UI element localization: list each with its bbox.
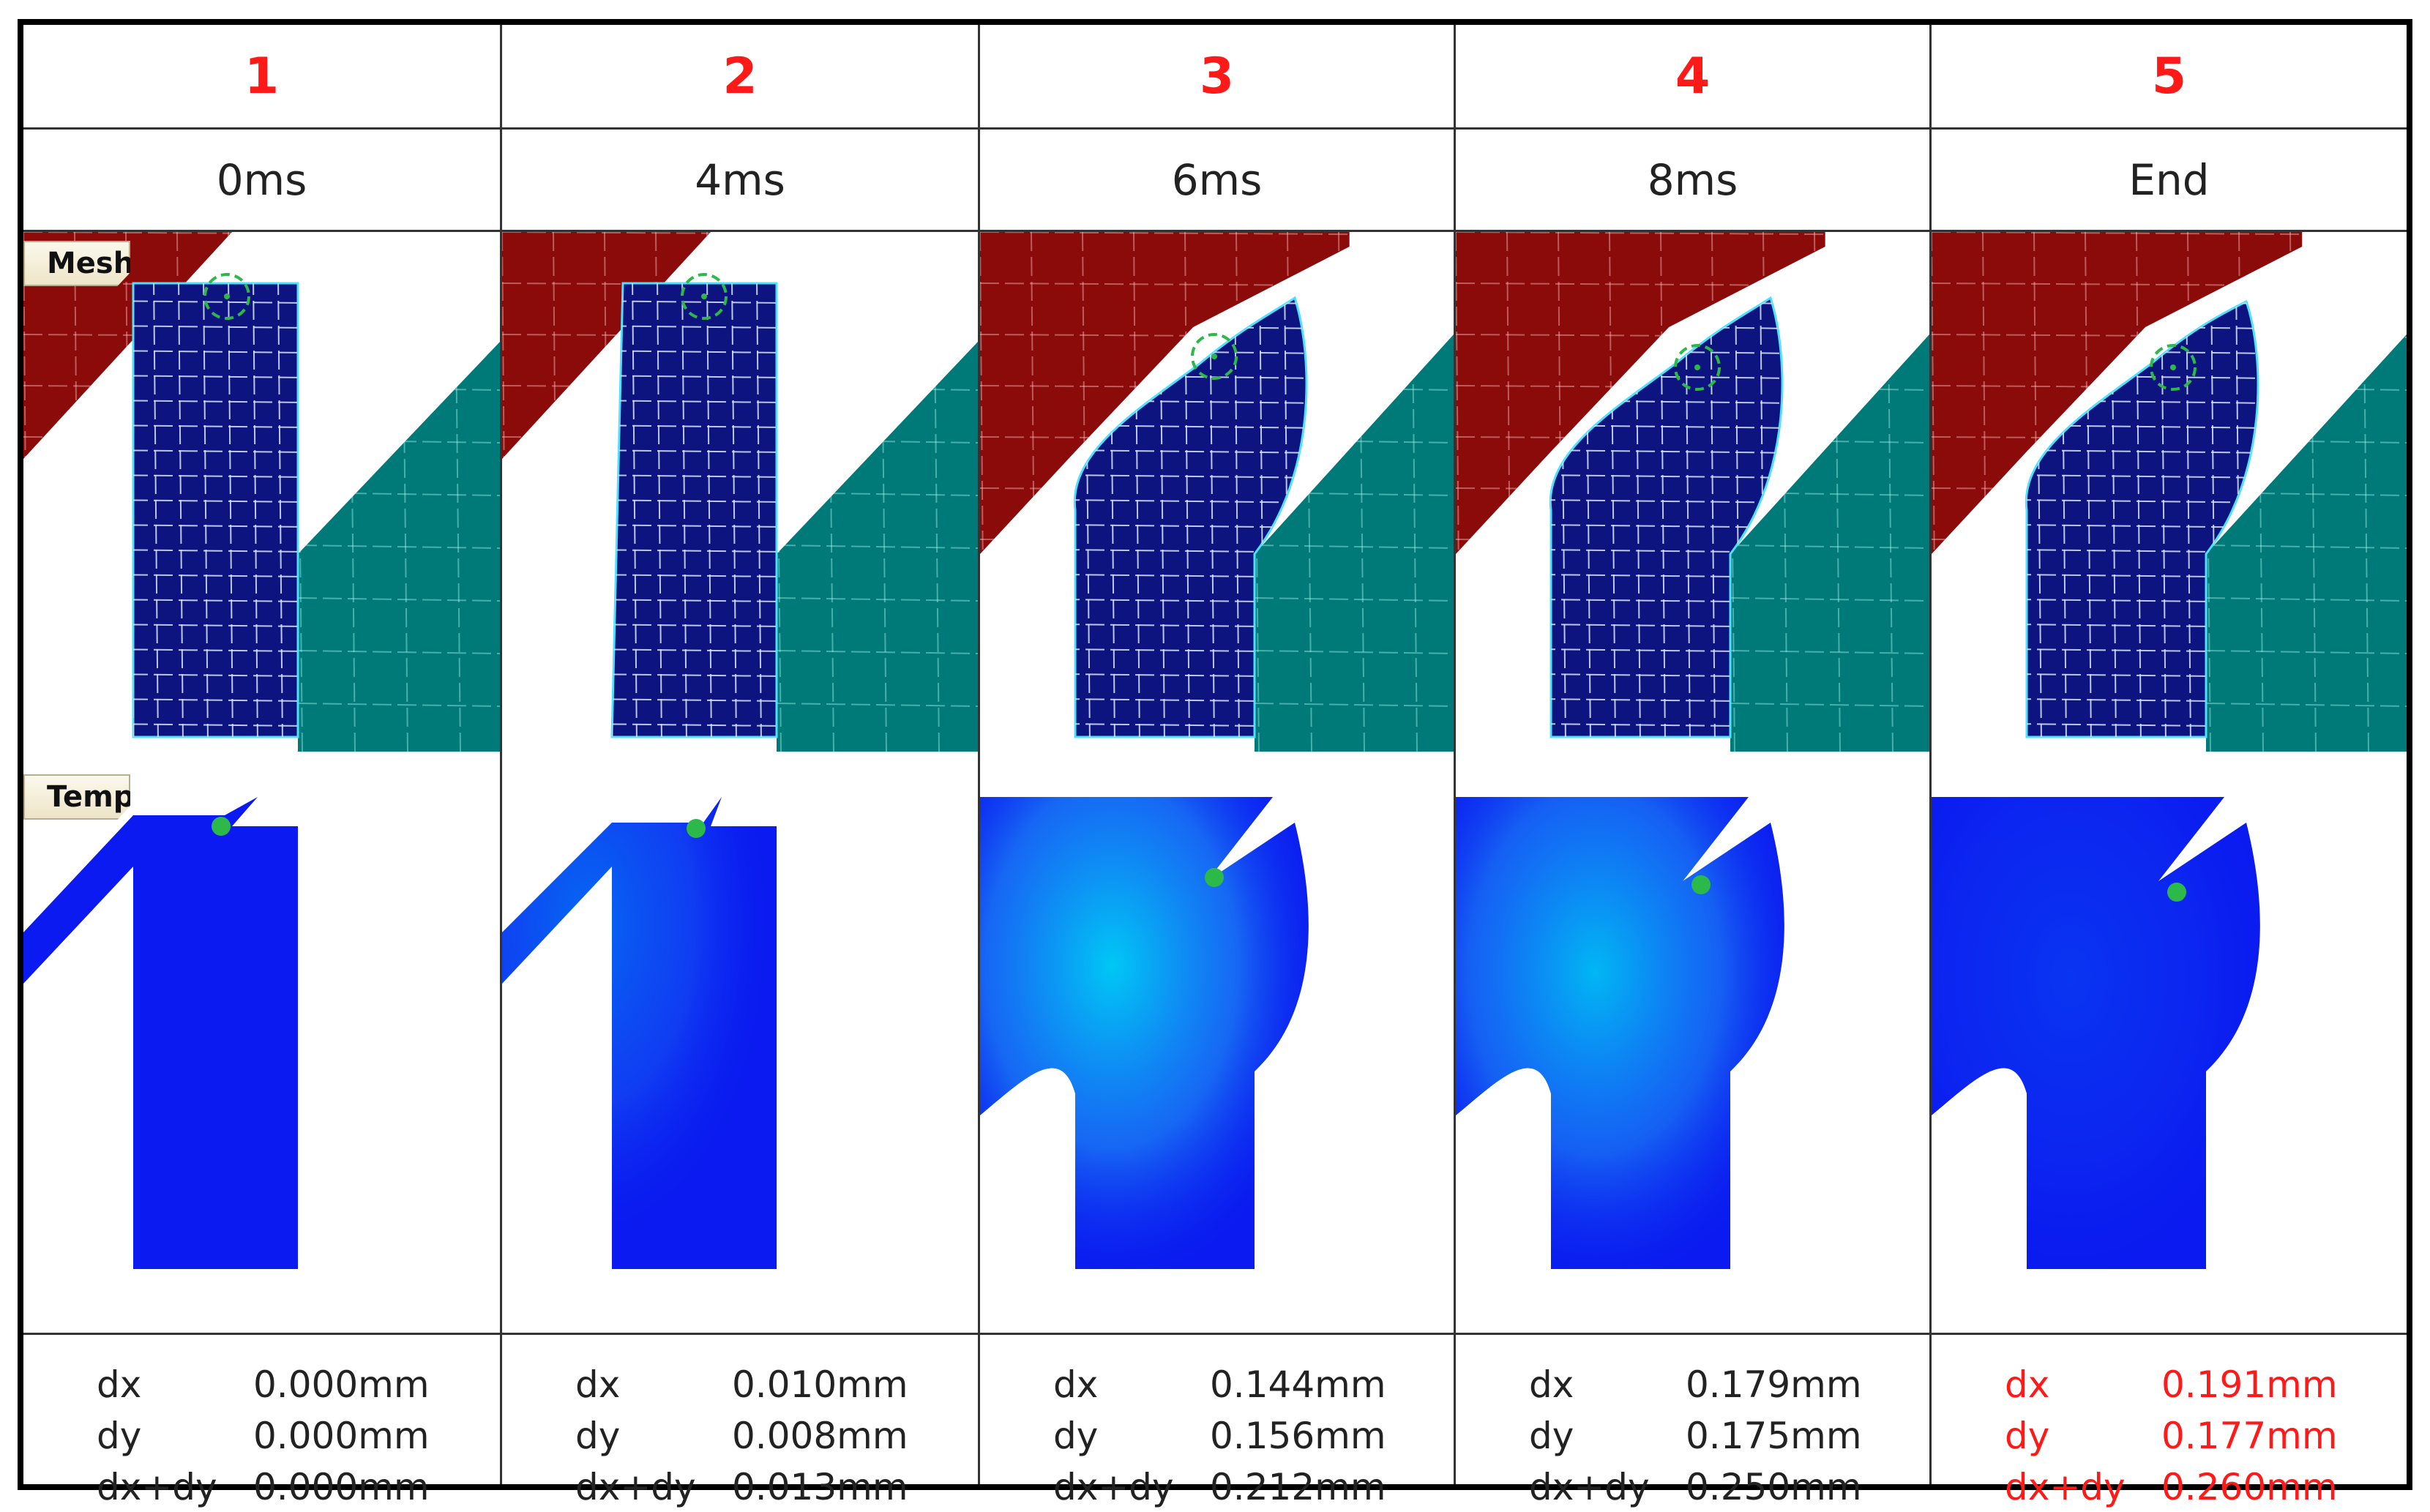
lower-tool (298, 342, 500, 752)
step-time: 8ms (1647, 154, 1738, 205)
tracking-point (2167, 883, 2186, 902)
step-time: 0ms (216, 154, 307, 205)
workpiece-mesh (1073, 296, 1308, 738)
tracking-point-ring (2150, 344, 2197, 391)
tracking-point-ring (1191, 333, 1238, 380)
tracking-point (701, 293, 707, 299)
displacement-readout: dx 0.179mm dy 0.175mm dx+dy 0.250mm (1529, 1335, 1922, 1508)
mesh-panel (1456, 232, 1929, 752)
readout-label: dx+dy (97, 1466, 217, 1508)
displacement-readout: dx 0.191mm dy 0.177mm dx+dy 0.260mm (2005, 1335, 2399, 1508)
mesh-panel (502, 232, 978, 752)
readout-label: dx+dy (1053, 1466, 1174, 1508)
row-divider (23, 127, 2407, 130)
step-number: 2 (722, 47, 758, 105)
step-time: 6ms (1171, 154, 1263, 205)
step-number: 4 (1675, 47, 1711, 105)
column-divider (1929, 25, 1932, 1484)
mesh-tag: Mesh (23, 241, 130, 286)
column-divider (978, 25, 980, 1484)
tracking-point-ring (1674, 344, 1721, 391)
temperature-panel (1456, 764, 1929, 1328)
readout-label: dy (97, 1415, 142, 1457)
readout-value: 0.177mm (2161, 1415, 2338, 1457)
temperature-panel (980, 764, 1454, 1328)
readout-value: 0.179mm (1686, 1363, 1862, 1406)
tracking-point-ring (203, 273, 250, 320)
readout-value: 0.175mm (1686, 1415, 1862, 1457)
readout-label: dx (97, 1363, 142, 1406)
workpiece-mesh (1549, 296, 1784, 738)
readout-value: 0.000mm (253, 1415, 430, 1457)
upper-tool (1932, 232, 2303, 554)
comparison-table: 1 0ms Mesh (18, 19, 2412, 1508)
readout-value: 0.156mm (1210, 1415, 1386, 1457)
workpiece-mesh (132, 282, 299, 738)
tracking-point-ring (681, 273, 728, 320)
mesh-panel: Mesh (23, 232, 500, 752)
step-number: 3 (1199, 47, 1235, 105)
readout-value: 0.000mm (253, 1466, 430, 1508)
temperature-panel: Temp (23, 764, 500, 1328)
mesh-panel (980, 232, 1454, 752)
tracking-point (687, 819, 706, 838)
step-time: 4ms (695, 154, 785, 205)
readout-label: dx (1053, 1363, 1099, 1406)
readout-label: dx+dy (575, 1466, 696, 1508)
workpiece-mesh (2025, 299, 2259, 738)
readout-label: dy (2005, 1415, 2050, 1457)
temperature-hot-zone (23, 797, 298, 1269)
lower-tool (2206, 334, 2407, 752)
readout-label: dx (2005, 1363, 2050, 1406)
readout-value: 0.144mm (1210, 1363, 1386, 1406)
readout-value: 0.212mm (1210, 1466, 1386, 1508)
tracking-point (224, 293, 230, 299)
workpiece-mesh (610, 282, 778, 738)
readout-label: dx+dy (1529, 1466, 1650, 1508)
mesh-panel (1932, 232, 2407, 752)
tracking-point (2170, 364, 2176, 370)
row-divider (23, 1333, 2407, 1335)
column-divider (1454, 25, 1456, 1484)
readout-value: 0.250mm (1686, 1466, 1862, 1508)
lower-tool (1255, 334, 1454, 752)
lower-tool (1730, 334, 1929, 752)
readout-value: 0.013mm (732, 1466, 908, 1508)
readout-label: dy (1529, 1415, 1574, 1457)
upper-tool (1456, 232, 1825, 554)
step-number: 5 (2151, 47, 2187, 105)
displacement-readout: dx 0.000mm dy 0.000mm dx+dy 0.000mm (97, 1335, 493, 1508)
readout-label: dy (1053, 1415, 1099, 1457)
tracking-point (1211, 353, 1217, 359)
readout-value: 0.191mm (2161, 1363, 2338, 1406)
tracking-point (1691, 875, 1711, 894)
readout-value: 0.260mm (2161, 1466, 2338, 1508)
readout-label: dx (1529, 1363, 1574, 1406)
readout-value: 0.000mm (253, 1363, 430, 1406)
temperature-hot-zone (502, 797, 777, 1269)
readout-label: dx (575, 1363, 621, 1406)
readout-label: dx+dy (2005, 1466, 2126, 1508)
temperature-panel (502, 764, 978, 1328)
temperature-hot-zone (1456, 797, 1784, 1269)
temperature-hot-zone (1932, 797, 2260, 1269)
tracking-point (212, 817, 231, 836)
readout-value: 0.010mm (732, 1363, 908, 1406)
readout-value: 0.008mm (732, 1415, 908, 1457)
column-divider (500, 25, 502, 1484)
temp-tag: Temp (23, 774, 130, 820)
tracking-point (1205, 868, 1224, 887)
step-time: End (2128, 154, 2210, 205)
temperature-hot-zone (980, 797, 1309, 1269)
displacement-readout: dx 0.010mm dy 0.008mm dx+dy 0.013mm (575, 1335, 971, 1508)
temperature-panel (1932, 764, 2407, 1328)
displacement-readout: dx 0.144mm dy 0.156mm dx+dy 0.212mm (1053, 1335, 1446, 1508)
lower-tool (777, 342, 978, 752)
readout-label: dy (575, 1415, 621, 1457)
upper-tool (980, 232, 1350, 554)
step-number: 1 (244, 47, 280, 105)
row-divider (23, 230, 2407, 232)
tracking-point (1694, 364, 1700, 370)
